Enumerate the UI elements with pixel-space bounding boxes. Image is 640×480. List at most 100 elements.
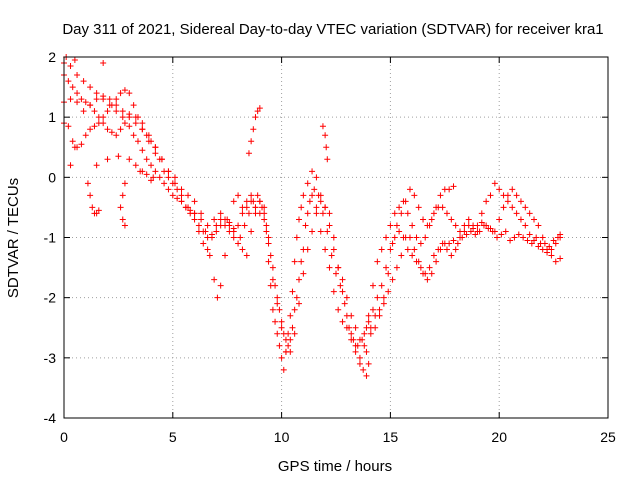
chart-title: Day 311 of 2021, Sidereal Day-to-day VTE… bbox=[62, 21, 603, 38]
data-point bbox=[365, 360, 372, 367]
data-point bbox=[517, 198, 524, 205]
data-point bbox=[222, 252, 229, 259]
data-point bbox=[513, 192, 520, 199]
data-point bbox=[187, 207, 194, 214]
data-point bbox=[289, 324, 296, 331]
data-point bbox=[211, 216, 218, 223]
data-point bbox=[134, 138, 141, 145]
data-point bbox=[300, 246, 307, 253]
data-point bbox=[317, 198, 324, 205]
data-point bbox=[483, 222, 490, 229]
data-point bbox=[409, 222, 416, 229]
data-point bbox=[378, 282, 385, 289]
data-point bbox=[330, 246, 337, 253]
data-point bbox=[195, 222, 202, 229]
data-point bbox=[356, 360, 363, 367]
data-point bbox=[272, 318, 279, 325]
data-point bbox=[356, 336, 363, 343]
data-point bbox=[230, 225, 237, 232]
data-point bbox=[287, 336, 294, 343]
data-point bbox=[148, 162, 155, 169]
data-point bbox=[411, 246, 418, 253]
data-point bbox=[326, 210, 333, 217]
data-point bbox=[261, 216, 268, 223]
data-point bbox=[430, 252, 437, 259]
data-point bbox=[117, 126, 124, 133]
data-point bbox=[398, 210, 405, 217]
data-point bbox=[409, 252, 416, 259]
data-point bbox=[557, 234, 564, 241]
y-tick-label: -3 bbox=[44, 350, 57, 366]
data-point bbox=[265, 240, 272, 247]
data-point bbox=[239, 246, 246, 253]
data-point bbox=[235, 192, 242, 199]
data-point bbox=[87, 102, 94, 109]
data-point bbox=[100, 60, 107, 67]
data-point bbox=[504, 198, 511, 205]
data-point bbox=[452, 222, 459, 229]
data-point bbox=[165, 186, 172, 193]
data-point bbox=[544, 249, 551, 256]
data-point bbox=[387, 246, 394, 253]
data-point bbox=[178, 192, 185, 199]
data-point bbox=[113, 132, 120, 139]
data-point bbox=[278, 318, 285, 325]
data-point bbox=[391, 210, 398, 217]
data-point bbox=[374, 258, 381, 265]
data-point bbox=[211, 276, 218, 283]
data-point bbox=[443, 210, 450, 217]
data-point bbox=[269, 276, 276, 283]
data-point bbox=[461, 222, 468, 229]
data-point bbox=[65, 78, 72, 85]
data-point bbox=[330, 234, 337, 241]
data-point bbox=[383, 264, 390, 271]
data-point bbox=[365, 312, 372, 319]
data-point bbox=[323, 144, 330, 151]
data-point bbox=[74, 72, 81, 79]
data-point bbox=[291, 330, 298, 337]
data-point bbox=[148, 177, 155, 184]
data-point bbox=[265, 234, 272, 241]
data-point bbox=[200, 240, 207, 247]
data-point bbox=[272, 282, 279, 289]
data-point bbox=[143, 171, 150, 178]
data-point bbox=[263, 222, 270, 229]
data-point bbox=[333, 270, 339, 277]
data-point bbox=[237, 234, 244, 241]
data-point bbox=[206, 252, 213, 259]
data-point bbox=[415, 204, 422, 211]
data-point bbox=[448, 216, 455, 223]
data-point bbox=[354, 342, 361, 349]
data-point bbox=[539, 246, 546, 253]
data-point bbox=[376, 312, 383, 319]
data-point bbox=[278, 324, 285, 331]
data-point bbox=[169, 180, 176, 187]
data-point bbox=[95, 207, 102, 214]
data-point bbox=[119, 192, 126, 199]
data-point bbox=[528, 240, 535, 247]
data-point bbox=[365, 318, 372, 325]
data-point bbox=[302, 222, 309, 229]
data-point bbox=[115, 153, 122, 160]
data-point bbox=[121, 222, 128, 229]
data-point bbox=[171, 174, 178, 181]
data-point bbox=[487, 225, 494, 232]
data-point bbox=[191, 198, 198, 205]
data-point bbox=[245, 210, 252, 217]
data-point bbox=[108, 129, 115, 136]
y-tick-label: -2 bbox=[44, 290, 57, 306]
data-point bbox=[93, 162, 100, 169]
data-point bbox=[474, 228, 481, 235]
data-point bbox=[552, 240, 559, 247]
data-point bbox=[126, 156, 133, 163]
data-point bbox=[156, 156, 163, 163]
data-point bbox=[222, 222, 229, 229]
data-point bbox=[256, 198, 263, 205]
data-point bbox=[500, 204, 507, 211]
data-point bbox=[226, 228, 233, 235]
data-point bbox=[339, 276, 346, 283]
data-point bbox=[548, 252, 555, 259]
data-point bbox=[282, 348, 289, 355]
data-point bbox=[417, 240, 424, 247]
data-point bbox=[65, 123, 72, 130]
